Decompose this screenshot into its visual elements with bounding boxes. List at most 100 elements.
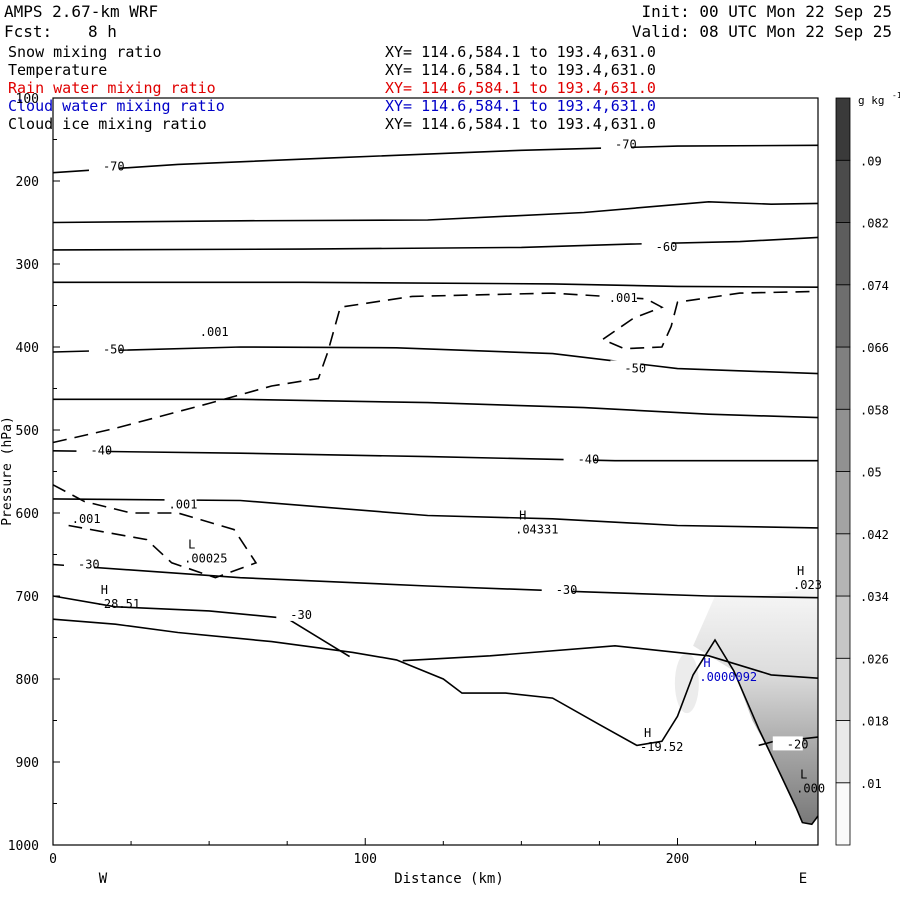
extremum-value: .000	[796, 781, 825, 795]
colorbar-box	[835, 97, 851, 161]
colorbar-box	[835, 346, 851, 410]
extremum-value: -28.51	[97, 597, 140, 611]
temperature-contour-label: -50	[624, 361, 646, 375]
temperature-contour-label: -40	[90, 444, 112, 458]
extremum-type: H	[797, 564, 804, 578]
east-label: E	[799, 871, 807, 887]
colorbar: .01 .018 .026 .034 .042 .05 .058 .066 .074 .082 .0…	[835, 91, 900, 846]
contour-label-bg	[195, 323, 228, 338]
plot-frame	[52, 97, 819, 846]
colorbar-box	[835, 782, 851, 846]
contour-label-bg	[63, 556, 94, 571]
colorbar-label: .018	[860, 715, 889, 729]
field-xy-snow: XY= 114.6,584.1 to 193.4,631.0	[385, 43, 656, 61]
temperature-contour-line	[52, 498, 819, 529]
temperature-contour-line	[402, 644, 819, 679]
contour-label-bg	[88, 341, 119, 356]
y-tick-label: 200	[16, 175, 39, 190]
colorbar-label: .01	[860, 777, 882, 791]
colorbar-label: .074	[860, 279, 889, 293]
extremum-type: H	[644, 726, 651, 740]
extremum-type: H	[703, 656, 710, 670]
extremum-value: .0000092	[699, 670, 757, 684]
colorbar-label: .034	[860, 590, 889, 604]
x-tick-label: 0	[49, 852, 57, 867]
contour-label-bg	[164, 496, 197, 511]
colorbar-label: .05	[860, 466, 882, 480]
contour-label-bg	[641, 239, 672, 254]
temperature-contour-label: -50	[103, 342, 125, 356]
field-name-rain: Rain water mixing ratio	[8, 79, 216, 97]
field-name-snow: Snow mixing ratio	[8, 43, 162, 61]
colorbar-box	[835, 471, 851, 535]
extremum-type: L	[800, 767, 807, 781]
field-xy-cloud-ice: XY= 114.6,584.1 to 193.4,631.0	[385, 115, 656, 133]
contour-label-bg	[604, 289, 637, 304]
y-tick-label: 100	[16, 92, 39, 107]
extremum-type: H	[101, 583, 108, 597]
x-tick-label: 100	[354, 852, 377, 867]
y-tick-label: 900	[16, 756, 39, 771]
temperature-contour-label: -40	[578, 453, 600, 467]
temperature-contour-label: -70	[615, 137, 637, 151]
y-axis-label: Pressure (hPa)	[0, 416, 15, 526]
temperature-contour-line	[53, 398, 819, 419]
temperature-contour-label: -30	[78, 557, 100, 571]
temperature-contour-line	[52, 595, 351, 658]
contour-label-bg	[276, 606, 307, 621]
ice-contours: .001 .001 .001 .001	[52, 289, 819, 579]
ice-contour-line	[52, 290, 819, 444]
forecast-hours: 8 h	[88, 22, 117, 41]
contour-label-bg	[541, 582, 572, 597]
colorbar-unit-exponent: -1	[892, 91, 900, 100]
ice-contour-label: .001	[609, 291, 638, 305]
extremum-type: H	[519, 508, 526, 522]
temperature-contour-label: -20	[787, 737, 809, 751]
shading-region	[693, 587, 818, 825]
extremum-value: .00025	[184, 551, 227, 565]
field-name-cloud-water: Cloud water mixing ratio	[8, 97, 225, 115]
contour-label-bg	[601, 136, 632, 151]
contour-label-bg	[610, 360, 641, 375]
forecast-label: Fcst:	[4, 22, 53, 41]
contour-label-bg	[88, 158, 119, 173]
field-xy-cloud-water: XY= 114.6,584.1 to 193.4,631.0	[385, 97, 656, 115]
temperature-contour-line	[52, 346, 819, 375]
temperature-contour-line	[52, 200, 819, 224]
extremum-type: L	[188, 537, 195, 551]
y-tick-label: 300	[16, 258, 39, 273]
x-axis-label: Distance (km)	[394, 871, 504, 887]
field-xy-temperature: XY= 114.6,584.1 to 193.4,631.0	[385, 61, 656, 79]
y-tick-label: 700	[16, 590, 39, 605]
ice-contour-line	[52, 484, 258, 579]
colorbar-box	[835, 533, 851, 597]
terrain-line	[52, 618, 819, 826]
extremum-value: .04331	[515, 522, 558, 536]
extremum-value: -19.52	[640, 740, 683, 754]
temperature-contour-line	[52, 450, 818, 462]
temperature-contour-line	[52, 144, 819, 174]
y-tick-label: 1000	[8, 839, 39, 854]
west-label: W	[99, 871, 108, 887]
y-tick-label: 500	[16, 424, 39, 439]
temperature-contour-label: -60	[656, 240, 678, 254]
colorbar-label: .066	[860, 341, 889, 355]
temperature-contour-line	[52, 236, 819, 251]
x-tick-label: 200	[666, 852, 689, 867]
colorbar-unit: g kg	[858, 94, 885, 107]
y-tick-label: 800	[16, 673, 39, 688]
colorbar-label: .026	[860, 652, 889, 666]
colorbar-box	[835, 408, 851, 472]
contour-label-bg	[76, 442, 107, 457]
y-tick-label: 600	[16, 507, 39, 522]
colorbar-label: .082	[860, 217, 889, 231]
terrain-outline	[52, 618, 819, 826]
ice-contour-label: .001	[200, 325, 229, 339]
extremum-value: .023	[793, 578, 822, 592]
contour-label-bg	[772, 736, 803, 751]
colorbar-box	[835, 657, 851, 721]
temperature-contours: -70 -70 -60 -50 -50 -40 -40 -30 -30 -30 -20	[52, 136, 819, 751]
temperature-contour-label: -30	[556, 583, 578, 597]
field-name-cloud-ice: Cloud ice mixing ratio	[8, 115, 207, 133]
field-name-temperature: Temperature	[8, 61, 108, 79]
